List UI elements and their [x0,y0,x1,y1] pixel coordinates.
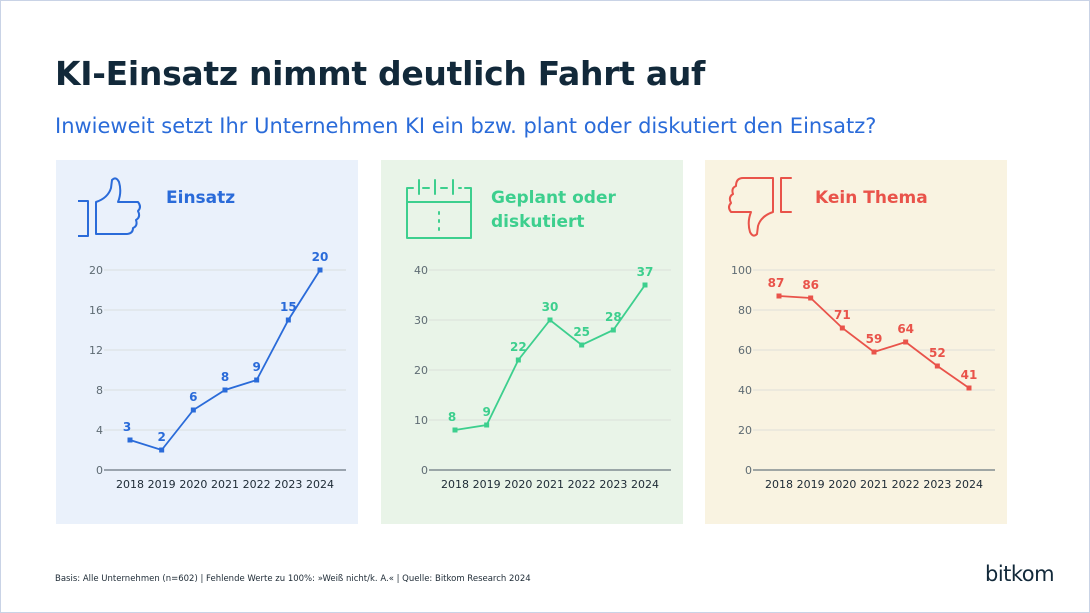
chart-title: Einsatz [166,188,236,208]
y-tick-label: 4 [96,424,103,437]
data-point [547,317,553,323]
data-point [317,267,323,273]
data-label: 71 [834,308,851,322]
x-tick-label: 2021 [536,478,564,491]
data-label: 8 [221,370,229,384]
thumbs-down-icon [728,177,792,237]
x-tick-label: 2021 [860,478,888,491]
thumbs-up-icon [78,177,141,237]
x-tick-label: 2023 [923,478,951,491]
y-tick-label: 0 [745,464,752,477]
data-label: 22 [510,340,527,354]
x-tick-label: 2020 [828,478,856,491]
x-tick-label: 2024 [955,478,983,491]
data-label: 41 [961,368,978,382]
data-point [966,385,972,391]
y-tick-label: 16 [89,304,103,317]
y-tick-label: 40 [738,384,752,397]
data-point [839,325,845,331]
data-point [515,357,521,363]
x-tick-label: 2019 [473,478,501,491]
data-label: 8 [448,410,456,424]
data-label: 25 [573,325,590,339]
x-tick-label: 2024 [631,478,659,491]
y-tick-label: 0 [96,464,103,477]
y-tick-label: 12 [89,344,103,357]
x-tick-label: 2022 [892,478,920,491]
data-point [285,317,291,323]
data-label: 9 [252,360,260,374]
data-point [127,437,133,443]
chart-svg: 0 4 8 12 16 20 2018 2019 2020 2021 2022 2023 2024 3 2 6… [89,250,346,491]
data-point [484,422,490,428]
calendar-icon [406,179,472,239]
data-point [808,295,814,301]
data-label: 6 [189,390,197,404]
data-label: 3 [123,420,131,434]
data-point [776,293,782,299]
y-tick-label: 100 [731,264,752,277]
y-tick-label: 20 [738,424,752,437]
data-label: 20 [312,250,329,264]
x-tick-label: 2020 [504,478,532,491]
page-title: KI-Einsatz nimmt deutlich Fahrt auf [55,54,706,93]
x-tick-label: 2023 [599,478,627,491]
y-tick-label: 10 [414,414,428,427]
data-point [452,427,458,433]
chart-panel-einsatz: Einsatz 0 4 8 12 16 20 2018 2019 2020 2021 2022 202… [56,160,358,524]
footer-note: Basis: Alle Unternehmen (n=602) | Fehlen… [55,574,531,584]
y-tick-label: 60 [738,344,752,357]
chart-title: Geplant oder diskutiert [491,188,616,232]
series-line [129,269,321,452]
data-label: 30 [542,300,559,314]
data-point [871,349,877,355]
chart-title: Kein Thema [815,188,928,208]
data-label: 28 [605,310,622,324]
y-tick-label: 8 [96,384,103,397]
chart-svg: 0 10 20 30 40 2018 2019 2020 2021 2022 2023 2024 8 9 2… [414,264,671,491]
data-label: 2 [157,430,165,444]
data-label: 9 [482,405,490,419]
data-label: 64 [897,322,914,336]
data-point [934,363,940,369]
x-tick-label: 2021 [211,478,239,491]
chart-svg: 0 20 40 60 80 100 2018 2019 2020 2021 2022 2023 2024… [731,264,995,491]
data-label: 15 [280,300,297,314]
data-point [579,342,585,348]
x-tick-label: 2022 [568,478,596,491]
y-tick-label: 0 [421,464,428,477]
data-point [159,447,165,453]
data-point [222,387,228,393]
data-point [254,377,260,383]
y-tick-label: 20 [414,364,428,377]
x-tick-label: 2023 [274,478,302,491]
x-tick-label: 2022 [243,478,271,491]
chart-panel-kein-thema: Kein Thema 0 20 40 60 80 100 2018 2019 2020 2021 2… [705,160,1007,524]
y-tick-label: 80 [738,304,752,317]
x-tick-label: 2019 [148,478,176,491]
data-label: 59 [866,332,883,346]
data-label: 37 [637,265,654,279]
x-tick-label: 2018 [765,478,793,491]
data-label: 52 [929,346,946,360]
x-tick-label: 2024 [306,478,334,491]
data-point [190,407,196,413]
x-tick-label: 2018 [116,478,144,491]
x-tick-label: 2019 [797,478,825,491]
brand-logo: bitkom [985,562,1055,586]
data-point [903,339,909,345]
data-label: 87 [768,276,785,290]
page-subtitle: Inwieweit setzt Ihr Unternehmen KI ein b… [55,114,877,138]
chart-panel-geplant: Geplant oder diskutiert 0 10 20 30 40 2018 201… [381,160,683,524]
x-tick-label: 2018 [441,478,469,491]
x-tick-label: 2020 [179,478,207,491]
data-label: 86 [802,278,819,292]
y-tick-label: 20 [89,264,103,277]
data-point [610,327,616,333]
data-point [642,282,648,288]
y-tick-label: 40 [414,264,428,277]
y-tick-label: 30 [414,314,428,327]
